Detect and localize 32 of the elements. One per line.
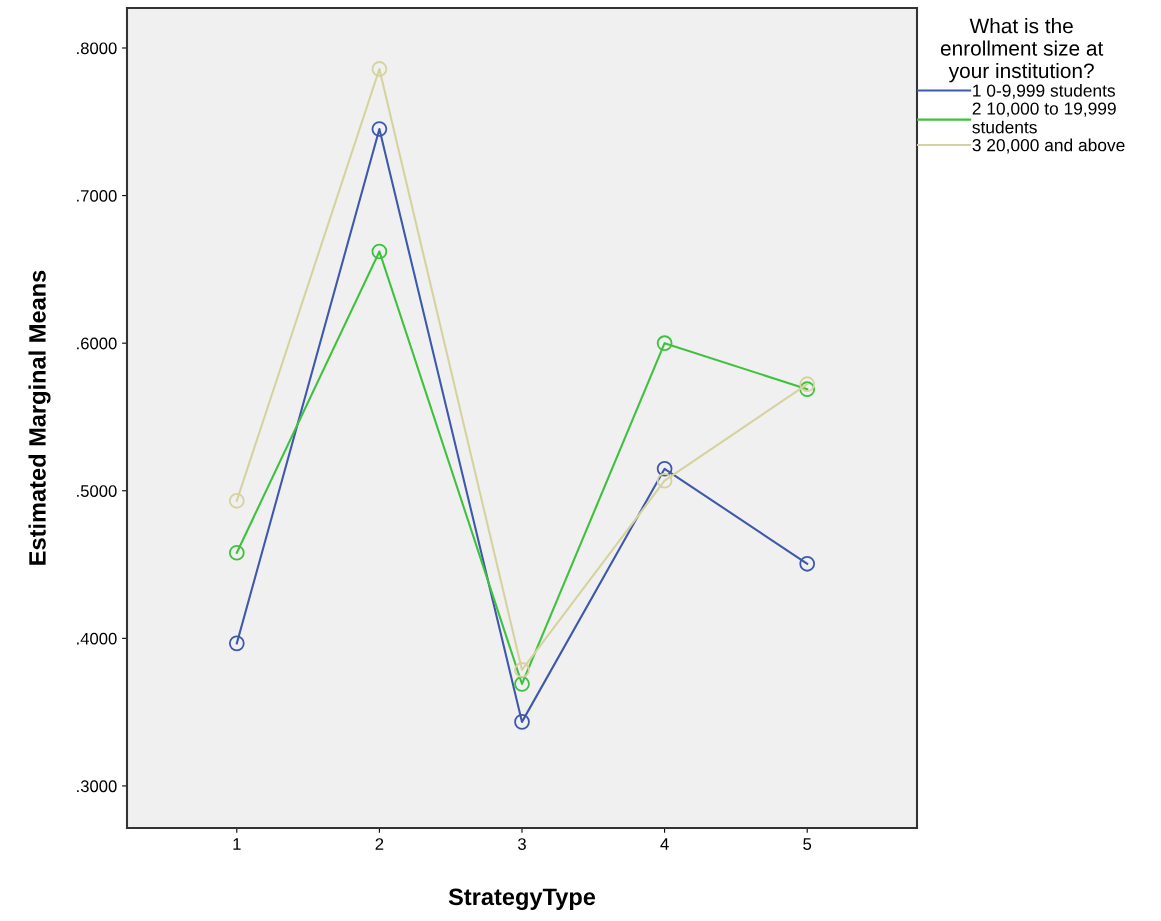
y-tick-label: .7000 bbox=[77, 189, 117, 202]
y-tick-label: .6000 bbox=[77, 337, 117, 350]
y-tick-label: .3000 bbox=[77, 780, 117, 793]
point bbox=[228, 544, 245, 561]
point bbox=[228, 635, 245, 652]
x-tick-label: 1 bbox=[233, 838, 241, 850]
y-tick-label: .5000 bbox=[77, 485, 117, 497]
point bbox=[799, 381, 816, 398]
point bbox=[656, 335, 673, 352]
point bbox=[514, 676, 530, 692]
y-tick-label: .4000 bbox=[77, 632, 117, 645]
point bbox=[514, 714, 530, 730]
point bbox=[514, 662, 530, 678]
y-axis-title: Estimated Marginal Means bbox=[28, 270, 51, 565]
legend-label: 2 10,000 to 19,999 students bbox=[972, 102, 1116, 134]
y-tick-label: .8000 bbox=[77, 42, 117, 55]
point bbox=[799, 376, 816, 393]
point bbox=[371, 121, 388, 137]
point bbox=[371, 61, 388, 77]
x-tick-label: 3 bbox=[518, 838, 526, 850]
point bbox=[228, 492, 245, 509]
legend-label: 1 0-9,999 students bbox=[973, 84, 1116, 99]
x-tick-label: 4 bbox=[660, 838, 669, 850]
point bbox=[656, 472, 673, 489]
point bbox=[656, 460, 673, 477]
legend-title: What is the enrollment size at your institution? bbox=[940, 18, 1104, 83]
point bbox=[371, 243, 388, 260]
x-tick-label: 2 bbox=[375, 838, 384, 850]
x-axis-title: StrategyType bbox=[448, 888, 596, 910]
legend-label: 3 20,000 and above bbox=[972, 138, 1125, 154]
x-tick-label: 5 bbox=[803, 838, 812, 850]
point bbox=[799, 555, 816, 572]
